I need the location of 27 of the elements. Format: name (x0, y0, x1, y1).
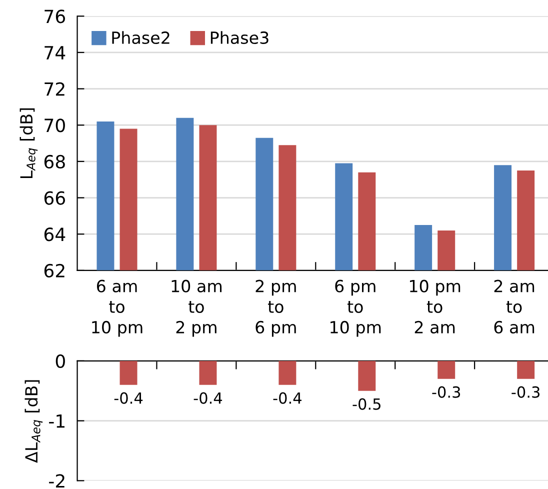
x-tick-label: 6 am to 10 pm (92, 280, 142, 337)
data-label: -0.3 (512, 386, 540, 398)
y-tick-label: -2 (49, 474, 64, 488)
x-tick-label: 10 pm to 2 am (410, 280, 460, 334)
y-tick-label: 74 (44, 46, 66, 60)
data-label: -0.4 (273, 392, 302, 404)
x-tick-label: 2 pm to 6 pm (256, 280, 296, 337)
y-tick-label: 66 (44, 191, 66, 205)
y-tick-label: 0 (56, 354, 65, 368)
y-tick-label: 68 (44, 154, 65, 169)
y-tick-label: 64 (44, 228, 66, 242)
legend-label: Phase2 (112, 31, 170, 44)
data-label: -0.4 (114, 392, 143, 404)
data-label: -0.5 (352, 398, 380, 410)
y-tick-label: 62 (44, 264, 64, 278)
data-label: -0.3 (432, 386, 460, 398)
y-tick-label: 72 (44, 82, 64, 96)
x-tick-label: 6 pm to 10 pm (330, 280, 381, 337)
y-tick-label: 70 (44, 118, 65, 132)
x-tick-label: 10 am to 2 pm (172, 280, 222, 337)
legend-label: Phase3 (210, 31, 268, 44)
x-tick-label: 2 am to 6 am (494, 280, 534, 334)
y-tick-label: 76 (44, 10, 66, 24)
y-tick-label: -1 (49, 414, 64, 428)
y-axis-title: ΔL$_{Aeq}$ [dB] (24, 380, 43, 463)
y-axis-title: L$_{Aeq}$ [dB] (20, 108, 38, 178)
data-label: -0.4 (194, 392, 222, 404)
